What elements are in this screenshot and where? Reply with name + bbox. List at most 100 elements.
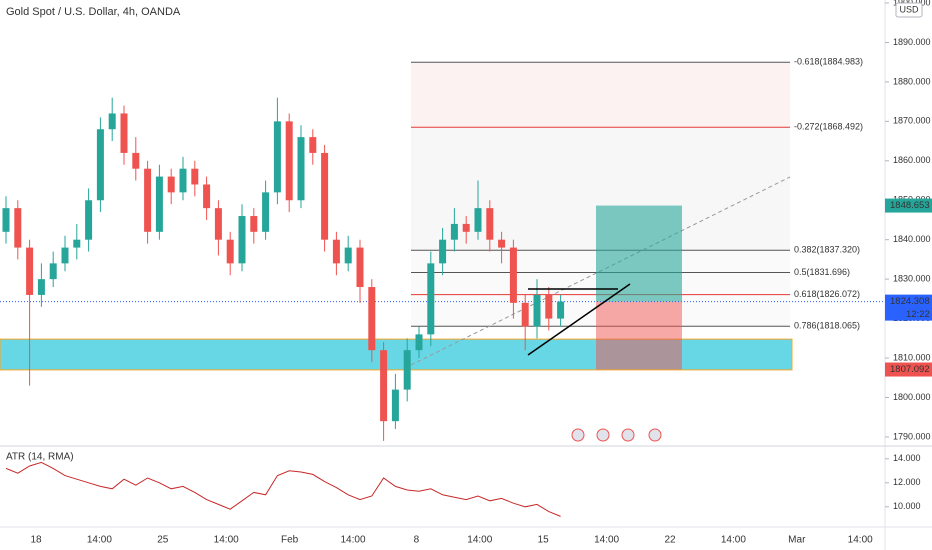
candle-body (297, 137, 305, 201)
y-tick-label: 1890.000 (893, 37, 931, 47)
candle-body (108, 113, 116, 130)
x-tick-label: Mar (788, 535, 806, 546)
price-badge (885, 294, 932, 309)
candle-body (37, 279, 45, 295)
candle-body (167, 176, 175, 193)
candle-body (450, 223, 458, 240)
x-tick-label: 14:00 (87, 535, 112, 546)
event-icon[interactable] (648, 428, 662, 442)
candle-body (120, 113, 128, 153)
chart-title: Gold Spot / U.S. Dollar, 4h, OANDA (6, 6, 181, 18)
candle-body (439, 239, 447, 264)
atr-tick-label: 10.000 (893, 501, 921, 511)
x-tick-label: 8 (414, 535, 420, 546)
candle-body (238, 216, 246, 264)
event-icon[interactable] (596, 428, 610, 442)
candle-body (73, 239, 81, 248)
x-tick-label: 18 (30, 535, 42, 546)
price-badge-label: 1848.653 (890, 200, 930, 211)
event-icon[interactable] (621, 428, 635, 442)
candle-body (14, 208, 22, 248)
candle-body (321, 152, 329, 240)
candle-body (49, 263, 57, 280)
candle-body (533, 294, 541, 327)
candle-body (96, 129, 104, 201)
y-tick-label: 1870.000 (893, 116, 931, 126)
y-tick-label: 1830.000 (893, 274, 931, 284)
candle-body (344, 247, 352, 264)
candle-body (250, 216, 258, 232)
event-icon[interactable] (571, 428, 585, 442)
candle-body (391, 389, 399, 422)
wedge-line (527, 283, 631, 356)
atr-tick-label: 14.000 (893, 453, 921, 463)
candle-body (309, 137, 317, 153)
fib-label: 0.618(1826.072) (794, 289, 860, 299)
currency-box[interactable] (895, 2, 923, 18)
candle-body (262, 192, 270, 232)
fib-label: -0.272(1868.492) (794, 122, 863, 132)
candle-body (85, 200, 93, 240)
candle-body (498, 239, 506, 248)
y-tick-label: 1880.000 (893, 76, 931, 86)
currency: USD (899, 4, 919, 14)
candle-body (191, 168, 199, 185)
candle-body (273, 121, 281, 193)
candle-body (214, 208, 222, 240)
candle-body (368, 287, 376, 351)
x-tick-label: 14:00 (721, 535, 746, 546)
price-badge (885, 198, 932, 213)
candle-body (380, 350, 388, 422)
candle-body (132, 152, 140, 169)
position-stop (596, 301, 682, 370)
candle-body (509, 247, 517, 303)
atr-tick-label: 12.000 (893, 477, 921, 487)
x-tick-label: 15 (538, 535, 550, 546)
candle-body (61, 247, 69, 264)
y-tick-label: 1790.000 (893, 431, 931, 441)
x-tick-label: 14:00 (467, 535, 492, 546)
fib-label: 0.786(1818.065) (794, 321, 860, 331)
x-tick-label: 14:00 (340, 535, 365, 546)
y-tick-label: 1810.000 (893, 352, 931, 362)
atr-line (5, 461, 561, 517)
x-tick-label: 22 (664, 535, 676, 546)
candle-body (403, 350, 411, 390)
x-tick-label: 14:00 (594, 535, 619, 546)
fib-label: 0.382(1837.320) (794, 245, 860, 255)
candle-body (427, 263, 435, 335)
indicator-title: ATR (14, RMA) (6, 452, 74, 463)
candle-body (545, 294, 553, 319)
candle-body (486, 208, 494, 240)
candle-body (557, 301, 565, 319)
countdown-badge (885, 308, 932, 321)
candle-body (155, 176, 163, 232)
candle-body (521, 302, 529, 327)
x-tick-label: 14:00 (848, 535, 873, 546)
candle-body (474, 208, 482, 232)
candle-body (285, 121, 293, 201)
candle-body (26, 247, 34, 295)
y-tick-label: 1860.000 (893, 155, 931, 165)
y-tick-label: 1840.000 (893, 234, 931, 244)
event-icons (571, 428, 662, 442)
countdown: 12:22 (906, 309, 930, 320)
y-tick-label: 1800.000 (893, 392, 931, 402)
fib-fill (411, 62, 790, 128)
candle-body (415, 334, 423, 351)
price-badge (885, 362, 932, 377)
x-tick-label: Feb (281, 535, 299, 546)
price-badge-label: 1807.092 (890, 364, 930, 375)
candle-body (332, 239, 340, 264)
price-badge-label: 1824.308 (890, 296, 930, 307)
candle-body (203, 184, 211, 209)
candle-body (356, 247, 364, 288)
fib-label: -0.618(1884.983) (794, 57, 863, 67)
candle-body (226, 239, 234, 264)
x-tick-label: 14:00 (214, 535, 239, 546)
candle-body (462, 223, 470, 232)
x-tick-label: 25 (157, 535, 169, 546)
candle-body (144, 168, 152, 232)
fib-label: 0.5(1831.696) (794, 267, 850, 277)
